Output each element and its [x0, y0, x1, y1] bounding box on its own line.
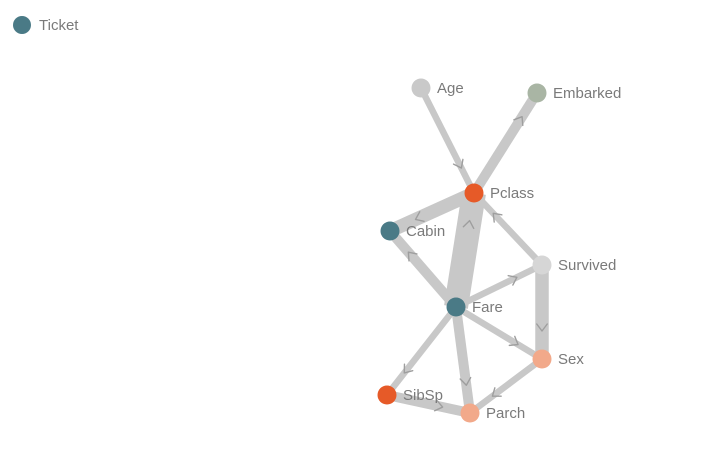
edge-fare-to-parch[interactable]: [451, 306, 475, 414]
edge-sibsp-to-parch[interactable]: [385, 390, 472, 418]
sex-node-circle[interactable]: [532, 349, 552, 369]
embarked-node-label: Embarked: [553, 85, 621, 102]
survived-node-circle[interactable]: [532, 255, 552, 275]
age-node-label: Age: [437, 80, 464, 97]
edge-line: [384, 304, 459, 398]
embarked-node-circle[interactable]: [527, 83, 547, 103]
pclass-node-circle[interactable]: [464, 183, 484, 203]
arrow-head-icon: [491, 387, 502, 397]
edge-line: [471, 190, 545, 268]
node-survived[interactable]: Survived: [532, 255, 617, 275]
arrow-head-icon: [513, 115, 524, 127]
node-fare[interactable]: Fare: [446, 297, 503, 317]
edge-pclass-to-embarked[interactable]: [469, 90, 542, 196]
node-parch[interactable]: Parch: [460, 403, 526, 423]
ticket-label: Ticket: [39, 17, 79, 34]
arrow-head-icon: [414, 211, 425, 223]
node-embarked[interactable]: Embarked: [527, 83, 622, 103]
pclass-node-label: Pclass: [490, 185, 534, 202]
edge-sex-to-parch[interactable]: [468, 356, 544, 416]
arrow-head-icon: [536, 323, 548, 332]
edge-fare-to-cabin[interactable]: [386, 227, 460, 311]
fare-node-label: Fare: [472, 299, 503, 316]
edge-line: [454, 262, 544, 310]
edge-fare-to-survived[interactable]: [454, 262, 544, 310]
edge-survived-to-sex[interactable]: [535, 265, 549, 359]
edge-fare-to-sex[interactable]: [454, 304, 544, 362]
node-cabin[interactable]: Cabin: [380, 221, 446, 241]
arrow-head-icon: [403, 363, 414, 374]
survived-node-label: Survived: [558, 257, 616, 274]
node-sibsp[interactable]: SibSp: [377, 385, 444, 405]
sibsp-node-circle[interactable]: [377, 385, 397, 405]
edge-line: [451, 306, 475, 414]
legend-ticket[interactable]: Ticket: [13, 16, 79, 34]
edge-line: [468, 356, 544, 416]
parch-node-label: Parch: [486, 405, 525, 422]
edge-age-to-pclass[interactable]: [418, 86, 477, 195]
age-node-circle[interactable]: [411, 78, 431, 98]
nodes-layer: Age Embarked Pclass Cabin Survived Fare Sex Sib…: [377, 78, 622, 423]
edge-line: [454, 304, 544, 362]
node-sex[interactable]: Sex: [532, 349, 585, 369]
node-age[interactable]: Age: [411, 78, 464, 98]
cabin-node-circle[interactable]: [380, 221, 400, 241]
arrow-head-icon: [452, 158, 464, 169]
arrow-head-icon: [508, 335, 519, 347]
arrow-head-icon: [507, 274, 518, 286]
parch-node-circle[interactable]: [460, 403, 480, 423]
edge-fare-to-sibsp[interactable]: [384, 304, 459, 398]
edge-line: [444, 191, 486, 309]
cabin-node-label: Cabin: [406, 223, 445, 240]
ticket-node[interactable]: [13, 16, 31, 34]
arrow-head-icon: [407, 251, 418, 262]
edge-line: [385, 390, 472, 418]
edge-fare-to-pclass[interactable]: [444, 191, 486, 309]
edges-layer: [384, 86, 549, 418]
fare-node-circle[interactable]: [446, 297, 466, 317]
arrow-head-icon: [462, 219, 475, 230]
edge-line: [387, 186, 477, 238]
edge-line: [386, 227, 460, 311]
edge-survived-to-pclass[interactable]: [471, 190, 545, 268]
node-pclass[interactable]: Pclass: [464, 183, 535, 203]
edge-line: [469, 90, 542, 196]
arrow-head-icon: [433, 399, 444, 412]
sex-node-label: Sex: [558, 351, 584, 368]
sibsp-node-label: SibSp: [403, 387, 443, 404]
arrow-head-icon: [492, 212, 503, 223]
edge-pclass-to-cabin[interactable]: [387, 186, 477, 238]
edge-line: [418, 86, 477, 195]
arrow-head-icon: [459, 376, 472, 386]
